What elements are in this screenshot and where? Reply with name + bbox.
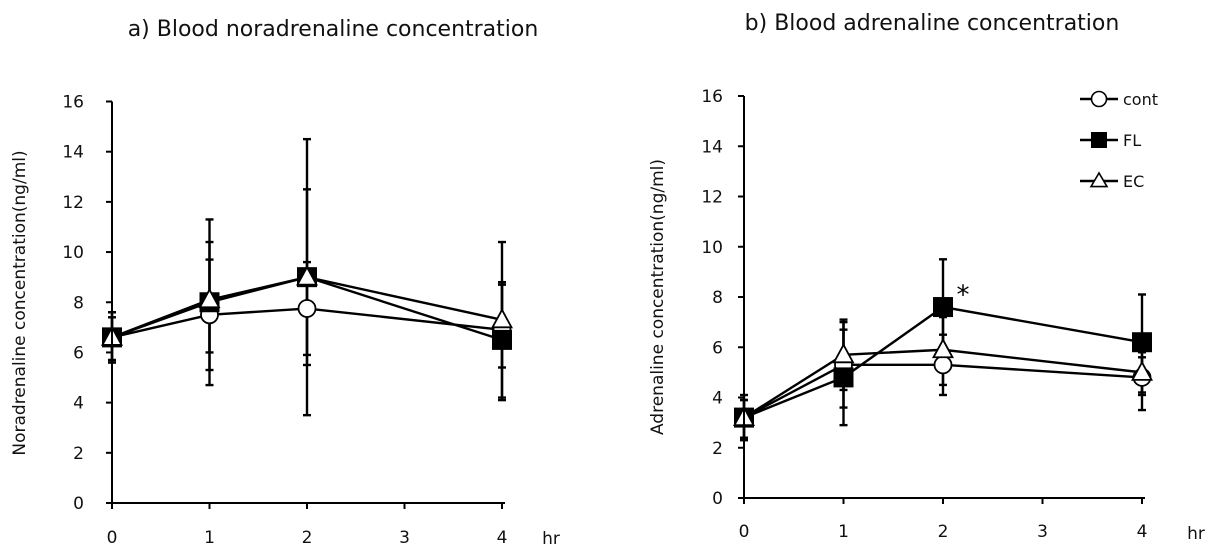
legend-marker-EC	[1089, 171, 1109, 188]
panel-0-x-tick-label: 0	[107, 528, 118, 545]
panel-0-y-tick-label: 14	[62, 143, 84, 163]
panel-0-y-tick-label: 10	[62, 243, 84, 263]
panel-1-series-cont-line	[743, 363, 1143, 419]
panel-0-series-cont-line	[111, 307, 503, 339]
panel-1-x-tick-label: 3	[1037, 522, 1048, 542]
legend-label-EC: EC	[1123, 172, 1144, 191]
panel-0-y-tick-label: 0	[73, 494, 84, 514]
panel-0-series-EC-line	[111, 275, 503, 339]
panel-1-y-tick-label: 12	[701, 188, 723, 208]
legend-marker-cont	[1090, 90, 1108, 108]
panel-1-y-tick-label: 10	[701, 238, 723, 258]
panel-1-y-tick-label: 0	[712, 489, 723, 509]
legend-label-FL: FL	[1123, 131, 1141, 150]
data-point-FL	[933, 297, 953, 318]
panel-0-y-tick-label: 6	[73, 343, 84, 363]
panel-1-x-tick-label: 1	[838, 522, 849, 542]
panel-b-xlabel: hr	[1187, 524, 1205, 544]
panel-a-ylabel: Noradrenaline concentration(ng/ml)	[10, 150, 30, 455]
panel-a-xlabel: hr	[542, 529, 560, 545]
panel-1-y-tick-label: 4	[712, 389, 723, 409]
data-point-EC	[1130, 360, 1154, 381]
significance-asterisk: *	[957, 280, 970, 310]
panel-0-x-tick-label: 4	[497, 528, 508, 545]
panel-0-x-tick-label: 3	[399, 528, 410, 545]
legend: cont FL EC	[1080, 90, 1158, 191]
panel-0-y-tick-label: 2	[73, 444, 84, 464]
panel-1-series-FL-line	[743, 305, 1143, 419]
data-point-cont	[933, 355, 953, 375]
data-point-FL	[492, 329, 512, 350]
panel-1-series-EC-points	[732, 337, 1154, 427]
panel-1-x-tick-label: 0	[739, 522, 750, 542]
data-point-EC	[490, 307, 514, 329]
data-point-FL	[1132, 332, 1152, 353]
panel-a-noradrenaline: a) Blood noradrenaline concentration Nor…	[10, 17, 560, 545]
panel-1-x-tick-label: 2	[938, 522, 949, 542]
data-point-FL	[833, 367, 854, 388]
panel-0-y-tick-label: 12	[62, 193, 84, 213]
data-point-EC	[198, 287, 221, 309]
panel-1-series-EC-line	[743, 348, 1143, 419]
panel-0-y-tick-label: 4	[73, 394, 84, 414]
panel-1-y-tick-label: 6	[712, 338, 723, 358]
panel-b-adrenaline: b) Blood adrenaline concentration Adrena…	[648, 11, 1205, 544]
legend-marker-FL	[1091, 132, 1107, 148]
panel-1-y-tick-label: 14	[701, 137, 723, 157]
panel-1-x-tick-label: 4	[1137, 522, 1148, 542]
panel-0-y-tick-label: 8	[73, 293, 84, 313]
panel-0-x-tick-label: 2	[302, 528, 313, 545]
panel-0-x-tick-label: 1	[204, 528, 215, 545]
data-point-cont	[297, 299, 317, 318]
panel-b-ylabel: Adrenaline concentration(ng/ml)	[648, 159, 668, 435]
panel-1-series-EC-errorbars	[740, 315, 1146, 439]
panel-1-y-tick-label: 16	[701, 87, 723, 107]
data-point-EC	[931, 337, 955, 359]
data-point-EC	[832, 342, 855, 364]
panel-1-y-tick-label: 8	[712, 288, 723, 308]
panel-b-title: b) Blood adrenaline concentration	[745, 11, 1120, 36]
legend-label-cont: cont	[1123, 90, 1158, 109]
data-point-EC	[295, 265, 319, 286]
panel-a-title: a) Blood noradrenaline concentration	[128, 17, 539, 42]
panel-1-y-tick-label: 2	[712, 439, 723, 459]
panel-0-y-tick-label: 16	[62, 93, 84, 113]
